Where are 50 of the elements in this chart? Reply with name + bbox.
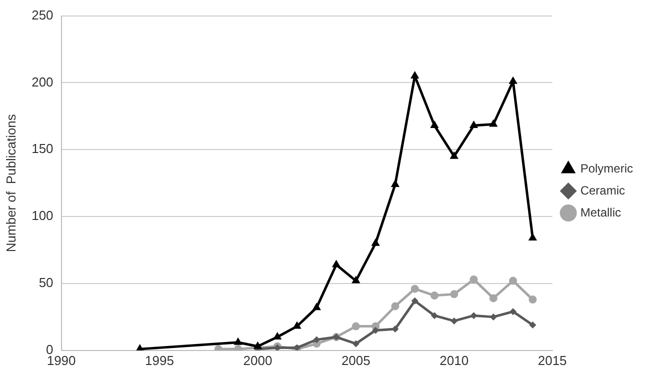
point <box>509 276 518 285</box>
legend-label: Ceramic <box>580 183 625 198</box>
point <box>292 321 302 329</box>
x-tick-label: 2010 <box>440 352 469 368</box>
point <box>352 276 360 284</box>
point <box>352 322 360 330</box>
point <box>450 290 458 298</box>
point <box>470 275 478 284</box>
point <box>313 336 320 344</box>
point <box>529 321 536 328</box>
y-tick-label: 250 <box>32 7 54 22</box>
point <box>528 232 538 240</box>
point <box>528 296 537 304</box>
legend-label: Polymeric <box>580 161 634 176</box>
point <box>510 308 517 316</box>
point <box>470 312 478 320</box>
point <box>410 71 420 79</box>
point <box>430 292 438 300</box>
point <box>450 317 458 324</box>
point <box>410 284 419 293</box>
point <box>372 326 380 334</box>
point <box>253 341 262 349</box>
y-axis-title: Number of Publications <box>3 114 18 252</box>
point <box>392 325 399 332</box>
y-tick-label: 50 <box>38 275 54 290</box>
point <box>469 120 478 128</box>
point <box>352 340 360 348</box>
point <box>489 119 498 127</box>
point <box>371 238 380 246</box>
x-tick-label: 2015 <box>538 352 567 368</box>
point <box>489 294 498 302</box>
y-tick-label: 100 <box>32 208 54 224</box>
point <box>430 312 438 320</box>
point <box>390 179 400 187</box>
point <box>430 120 439 128</box>
point <box>508 76 518 84</box>
y-tick-label: 150 <box>32 141 54 156</box>
point <box>391 302 400 310</box>
point <box>450 151 458 159</box>
legend-label: Metallic <box>580 205 622 220</box>
point <box>234 337 242 345</box>
point <box>312 302 321 310</box>
point <box>273 332 282 340</box>
point <box>411 297 418 304</box>
x-tick-label: 1995 <box>145 352 174 368</box>
point <box>332 260 341 268</box>
x-tick-label: 2005 <box>341 352 370 368</box>
y-tick-label: 200 <box>32 74 54 90</box>
point <box>490 313 497 320</box>
x-tick-label: 2000 <box>243 352 272 368</box>
